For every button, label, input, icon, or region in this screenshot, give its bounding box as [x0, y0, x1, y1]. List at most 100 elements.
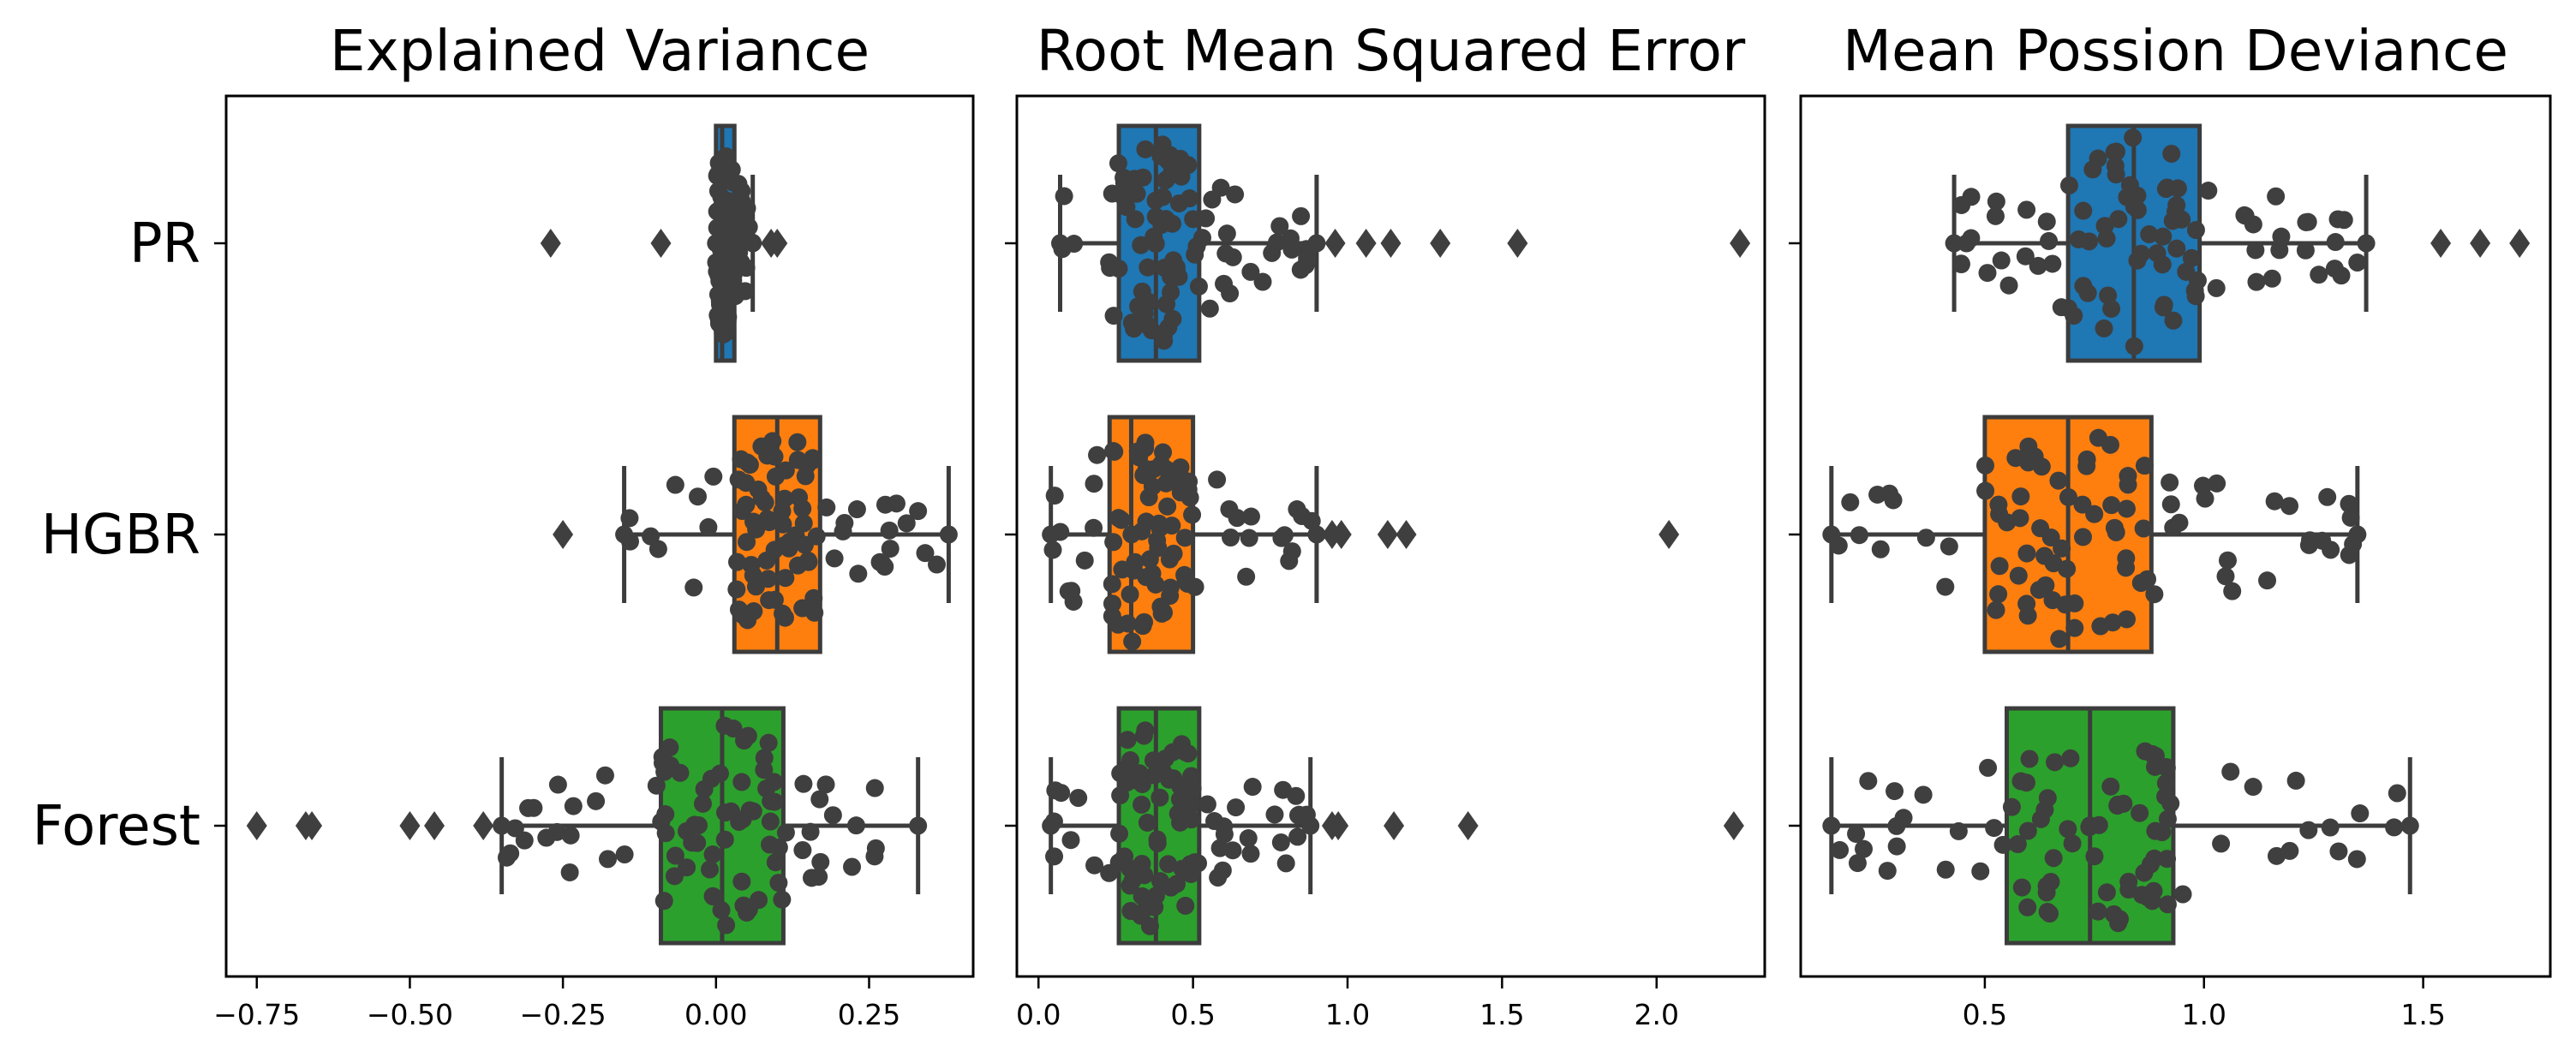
panel-frame — [1799, 94, 2552, 978]
swarm-point — [1121, 876, 1139, 895]
swarm-point — [2143, 744, 2161, 763]
swarm-point — [1158, 497, 1177, 516]
swarm-point — [732, 872, 751, 891]
swarm-point — [1146, 191, 1165, 210]
outlier-point — [767, 229, 788, 258]
swarm-point — [732, 773, 751, 791]
box-hgbr — [1822, 415, 2367, 654]
swarm-point — [2347, 850, 2366, 869]
swarm-point — [1222, 528, 1240, 546]
swarm-point — [2280, 497, 2299, 516]
swarm-point — [2089, 428, 2107, 447]
swarm-point — [2074, 201, 2093, 220]
swarm-point — [1949, 821, 1968, 840]
swarm-point — [2154, 298, 2173, 317]
swarm-point — [2105, 518, 2124, 537]
swarm-point — [2011, 487, 2030, 506]
swarm-point — [2186, 221, 2205, 240]
swarm-point — [1192, 229, 1211, 248]
swarm-point — [615, 845, 634, 863]
swarm-point — [2102, 299, 2121, 318]
swarm-point — [693, 794, 712, 813]
swarm-point — [1871, 540, 1890, 558]
swarm-point — [2009, 566, 2028, 585]
swarm-point — [773, 890, 792, 909]
swarm-point — [794, 774, 813, 793]
swarm-point — [2321, 818, 2340, 837]
swarm-point — [599, 850, 618, 869]
swarm-point — [2073, 528, 2092, 546]
swarm-point — [2020, 749, 2039, 768]
swarm-point — [2135, 457, 2154, 475]
swarm-point — [1210, 839, 1229, 857]
swarm-point — [2400, 816, 2419, 835]
swarm-point — [909, 502, 928, 521]
swarm-point — [810, 790, 829, 809]
category-label-forest: Forest — [33, 795, 200, 858]
swarm-point — [849, 564, 868, 583]
swarm-point — [1085, 856, 1104, 875]
swarm-point — [703, 845, 722, 863]
swarm-point — [2154, 227, 2173, 246]
swarm-point — [2199, 182, 2218, 200]
swarm-point — [801, 822, 820, 841]
swarm-point — [564, 797, 583, 815]
swarm-point — [2077, 450, 2096, 469]
swarm-point — [1167, 875, 1186, 893]
swarm-point — [1272, 528, 1291, 547]
swarm-point — [1133, 795, 1151, 814]
swarm-point — [2018, 898, 2037, 917]
swarm-point — [2059, 176, 2078, 194]
swarm-point — [709, 314, 728, 333]
x-tick-label: 0.0 — [1016, 998, 1061, 1031]
swarm-point — [732, 450, 750, 469]
swarm-point — [2131, 803, 2149, 822]
swarm-point — [1223, 248, 1242, 266]
swarm-point — [880, 521, 899, 540]
swarm-point — [2117, 610, 2136, 629]
panel-title: Explained Variance — [330, 18, 870, 84]
swarm-point — [774, 515, 792, 534]
swarm-point — [695, 779, 714, 798]
swarm-point — [2091, 617, 2110, 636]
swarm-point — [2125, 337, 2143, 355]
swarm-point — [722, 277, 741, 296]
swarm-point — [2348, 525, 2367, 544]
swarm-point — [2272, 227, 2291, 246]
box-pr — [540, 123, 788, 363]
swarm-point — [1118, 614, 1137, 633]
swarm-point — [1163, 154, 1182, 173]
swarm-point — [2119, 881, 2138, 899]
swarm-point — [1205, 812, 1224, 831]
swarm-point — [2221, 762, 2240, 781]
swarm-point — [620, 509, 639, 528]
swarm-point — [1243, 778, 1262, 797]
swarm-point — [2044, 849, 2063, 868]
swarm-point — [732, 201, 751, 220]
swarm-point — [2326, 233, 2345, 252]
swarm-point — [497, 848, 516, 867]
swarm-point — [2156, 773, 2175, 792]
swarm-point — [737, 259, 756, 278]
swarm-point — [684, 578, 703, 597]
swarm-point — [2146, 821, 2165, 840]
swarm-point — [2207, 278, 2226, 297]
swarm-point — [887, 494, 905, 513]
swarm-point — [1159, 855, 1178, 874]
swarm-point — [2212, 834, 2231, 853]
swarm-point — [1985, 819, 2004, 838]
swarm-point — [2196, 489, 2214, 508]
outlier-point — [1380, 229, 1402, 258]
swarm-point — [1179, 156, 1198, 175]
outlier-point — [1457, 811, 1479, 840]
swarm-point — [1115, 174, 1133, 193]
swarm-point — [1123, 632, 1142, 651]
swarm-point — [1127, 184, 1146, 203]
box-hgbr — [1042, 415, 1680, 654]
swarm-point — [1175, 528, 1194, 547]
swarm-point — [1100, 863, 1119, 882]
swarm-point — [2247, 272, 2266, 291]
swarm-point — [1215, 274, 1234, 293]
swarm-point — [2286, 771, 2305, 790]
